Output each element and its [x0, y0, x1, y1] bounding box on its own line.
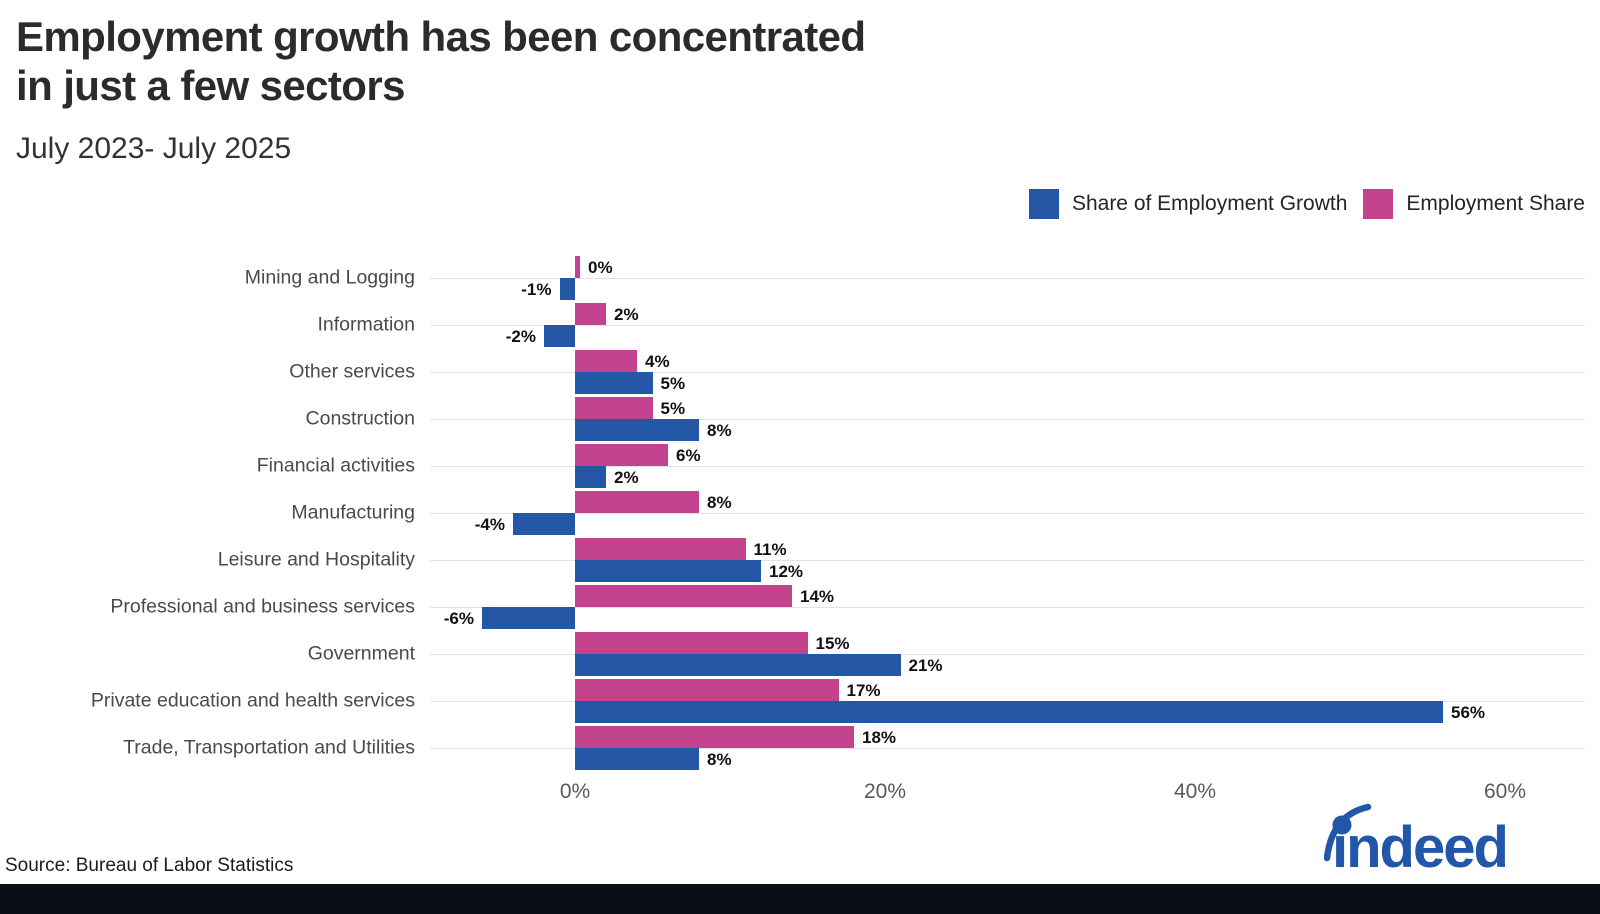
bar-employment-share — [575, 632, 808, 654]
bar-employment-share — [575, 585, 792, 607]
bar-value-label: 5% — [660, 374, 686, 393]
bar-value-label: 21% — [908, 656, 943, 675]
bar-employment-share — [575, 350, 637, 372]
bar-value-label: 2% — [614, 305, 639, 324]
legend-item: Employment Share — [1363, 189, 1585, 219]
bar-value-label: 2% — [614, 468, 639, 487]
chart-title-line1: Employment growth has been concentrated — [16, 13, 866, 60]
bar-share-of-employment-growth — [559, 278, 575, 300]
category-label: Private education and health services — [90, 689, 415, 712]
category-label: Professional and business services — [110, 595, 415, 618]
x-axis-tick-label: 20% — [863, 780, 907, 803]
bar-share-of-employment-growth — [575, 654, 901, 676]
chart-subtitle: July 2023- July 2025 — [16, 132, 292, 165]
bar-share-of-employment-growth — [513, 513, 575, 535]
category-gridline — [430, 560, 1585, 561]
bar-value-label: 5% — [660, 399, 686, 418]
bar-value-label: -2% — [505, 327, 536, 346]
bar-share-of-employment-growth — [575, 748, 699, 770]
category-gridline — [430, 278, 1585, 279]
bar-value-label: 18% — [862, 728, 897, 747]
category-label: Manufacturing — [291, 501, 415, 524]
bar-share-of-employment-growth — [544, 325, 575, 347]
category-gridline — [430, 325, 1585, 326]
bar-share-of-employment-growth — [575, 372, 653, 394]
bar-value-label: 0% — [588, 258, 613, 277]
bar-employment-share — [575, 444, 668, 466]
category-label: Government — [307, 642, 415, 665]
bar-value-label: 4% — [645, 352, 670, 371]
category-gridline — [430, 372, 1585, 373]
logo-wordmark: ındeed — [1332, 815, 1507, 873]
category-label: Financial activities — [256, 454, 415, 477]
logo-i-dot — [1332, 815, 1352, 835]
bar-employment-share — [575, 679, 839, 701]
category-label: Leisure and Hospitality — [217, 548, 415, 571]
bar-chart: Mining and Logging 0% -1% Information 2% -2% O… — [0, 240, 1600, 815]
bar-value-label: 6% — [676, 446, 701, 465]
category-label: Mining and Logging — [244, 266, 415, 289]
indeed-logo: ındeed — [1323, 801, 1534, 880]
category-gridline — [430, 466, 1585, 467]
bar-employment-share — [575, 397, 653, 419]
x-axis-tick-label: 60% — [1483, 780, 1527, 803]
x-axis-tick-label: 40% — [1173, 780, 1217, 803]
bar-employment-share — [575, 538, 746, 560]
legend: Share of Employment Growth Employment Sha… — [1028, 189, 1585, 219]
legend-swatch — [1363, 189, 1394, 219]
x-axis-tick-label: 0% — [559, 780, 591, 803]
bar-share-of-employment-growth — [482, 607, 575, 629]
bar-employment-share — [575, 256, 580, 278]
footer-bar — [0, 884, 1600, 914]
category-gridline — [430, 654, 1585, 655]
bar-value-label: 8% — [707, 750, 732, 769]
bar-value-label: 56% — [1451, 703, 1486, 722]
bar-value-label: -6% — [443, 609, 474, 628]
bar-share-of-employment-growth — [575, 466, 606, 488]
bar-value-label: -4% — [474, 515, 505, 534]
legend-item: Share of Employment Growth — [1028, 189, 1348, 219]
category-label: Other services — [289, 360, 415, 383]
chart-title: Employment growth has been concentrated … — [16, 12, 866, 110]
bar-value-label: 12% — [769, 562, 804, 581]
category-gridline — [430, 748, 1585, 749]
bar-employment-share — [575, 491, 699, 513]
bar-employment-share — [575, 303, 606, 325]
indeed-logo-svg: ındeed — [1323, 803, 1509, 880]
bar-value-label: 15% — [815, 634, 850, 653]
bar-value-label: 8% — [707, 493, 732, 512]
bar-share-of-employment-growth — [575, 560, 761, 582]
category-label: Information — [317, 313, 415, 336]
category-label: Construction — [305, 407, 415, 430]
bar-value-label: 8% — [707, 421, 732, 440]
category-label: Trade, Transportation and Utilities — [123, 736, 415, 759]
bar-share-of-employment-growth — [575, 419, 699, 441]
bar-employment-share — [575, 726, 854, 748]
legend-swatch — [1028, 189, 1059, 219]
category-gridline — [430, 419, 1585, 420]
source-note: Source: Bureau of Labor Statistics — [5, 855, 294, 876]
bar-value-label: 14% — [800, 587, 835, 606]
legend-label: Share of Employment Growth — [1071, 192, 1348, 215]
bar-share-of-employment-growth — [575, 701, 1443, 723]
category-gridline — [430, 607, 1585, 608]
bar-value-label: 11% — [753, 540, 787, 559]
category-gridline — [430, 513, 1585, 514]
legend-label: Employment Share — [1406, 192, 1585, 215]
bar-value-label: 17% — [846, 681, 881, 700]
chart-title-line2: in just a few sectors — [16, 62, 405, 110]
bar-value-label: -1% — [521, 280, 552, 299]
